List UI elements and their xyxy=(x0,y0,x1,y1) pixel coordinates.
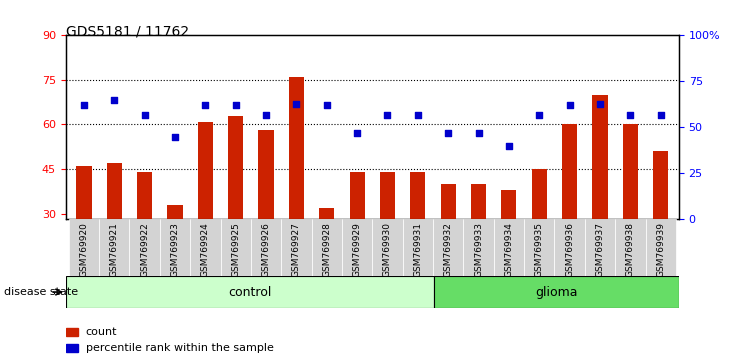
Bar xyxy=(410,172,426,219)
Text: count: count xyxy=(86,327,118,337)
FancyBboxPatch shape xyxy=(493,219,524,276)
FancyBboxPatch shape xyxy=(160,219,190,276)
Bar xyxy=(107,163,122,219)
Text: GSM769929: GSM769929 xyxy=(353,222,361,277)
Text: control: control xyxy=(228,286,272,298)
Point xyxy=(199,103,211,108)
Point xyxy=(260,112,272,118)
Point xyxy=(78,103,90,108)
Point xyxy=(534,112,545,118)
FancyBboxPatch shape xyxy=(464,219,493,276)
Point xyxy=(594,101,606,106)
FancyBboxPatch shape xyxy=(69,219,99,276)
Text: GSM769920: GSM769920 xyxy=(80,222,88,277)
Bar xyxy=(502,190,517,219)
Point xyxy=(230,103,242,108)
FancyBboxPatch shape xyxy=(190,219,220,276)
Text: disease state: disease state xyxy=(4,287,78,297)
FancyBboxPatch shape xyxy=(251,219,281,276)
Bar xyxy=(623,125,638,219)
Bar xyxy=(198,121,213,219)
Bar xyxy=(562,125,577,219)
Point xyxy=(655,112,666,118)
Text: GSM769933: GSM769933 xyxy=(474,222,483,277)
FancyBboxPatch shape xyxy=(99,219,129,276)
Point xyxy=(169,134,181,139)
Text: GSM769922: GSM769922 xyxy=(140,222,149,277)
Bar xyxy=(380,172,395,219)
Bar xyxy=(653,151,668,219)
Bar xyxy=(441,184,456,219)
Point xyxy=(412,112,423,118)
Point xyxy=(564,103,575,108)
FancyBboxPatch shape xyxy=(372,219,403,276)
Bar xyxy=(66,329,79,336)
Text: GSM769934: GSM769934 xyxy=(504,222,513,277)
Point xyxy=(321,103,333,108)
FancyBboxPatch shape xyxy=(434,276,679,308)
FancyBboxPatch shape xyxy=(555,219,585,276)
Text: GSM769931: GSM769931 xyxy=(413,222,423,277)
FancyBboxPatch shape xyxy=(312,219,342,276)
FancyBboxPatch shape xyxy=(645,219,676,276)
Bar xyxy=(137,172,153,219)
Text: GSM769927: GSM769927 xyxy=(292,222,301,277)
Text: GSM769939: GSM769939 xyxy=(656,222,665,277)
Text: GSM769921: GSM769921 xyxy=(110,222,119,277)
Point xyxy=(351,130,363,136)
FancyBboxPatch shape xyxy=(403,219,433,276)
Point xyxy=(382,112,393,118)
FancyBboxPatch shape xyxy=(615,219,645,276)
Bar xyxy=(350,172,365,219)
Bar xyxy=(228,115,243,219)
Text: GSM769935: GSM769935 xyxy=(535,222,544,277)
Text: GSM769932: GSM769932 xyxy=(444,222,453,277)
Text: GSM769926: GSM769926 xyxy=(261,222,271,277)
Point xyxy=(291,101,302,106)
Text: glioma: glioma xyxy=(535,286,577,298)
Bar xyxy=(66,344,79,352)
Text: GSM769923: GSM769923 xyxy=(171,222,180,277)
Point xyxy=(442,130,454,136)
Bar xyxy=(592,95,607,219)
Bar xyxy=(167,205,182,219)
Bar xyxy=(471,184,486,219)
Point xyxy=(139,112,150,118)
Point xyxy=(109,97,120,103)
Text: percentile rank within the sample: percentile rank within the sample xyxy=(86,343,274,353)
FancyBboxPatch shape xyxy=(524,219,555,276)
Text: GSM769938: GSM769938 xyxy=(626,222,635,277)
Bar xyxy=(531,169,547,219)
Bar xyxy=(77,166,91,219)
FancyBboxPatch shape xyxy=(585,219,615,276)
Text: GSM769936: GSM769936 xyxy=(565,222,574,277)
Text: GSM769937: GSM769937 xyxy=(596,222,604,277)
Point xyxy=(624,112,636,118)
Text: GSM769925: GSM769925 xyxy=(231,222,240,277)
Bar xyxy=(289,77,304,219)
FancyBboxPatch shape xyxy=(342,219,372,276)
FancyBboxPatch shape xyxy=(433,219,464,276)
Text: GSM769930: GSM769930 xyxy=(383,222,392,277)
Text: GSM769928: GSM769928 xyxy=(322,222,331,277)
FancyBboxPatch shape xyxy=(66,276,434,308)
Text: GDS5181 / 11762: GDS5181 / 11762 xyxy=(66,25,189,39)
FancyBboxPatch shape xyxy=(220,219,251,276)
FancyBboxPatch shape xyxy=(281,219,312,276)
Point xyxy=(473,130,485,136)
Point xyxy=(503,143,515,149)
Bar xyxy=(258,130,274,219)
Text: GSM769924: GSM769924 xyxy=(201,222,210,277)
Bar xyxy=(319,207,334,219)
FancyBboxPatch shape xyxy=(129,219,160,276)
